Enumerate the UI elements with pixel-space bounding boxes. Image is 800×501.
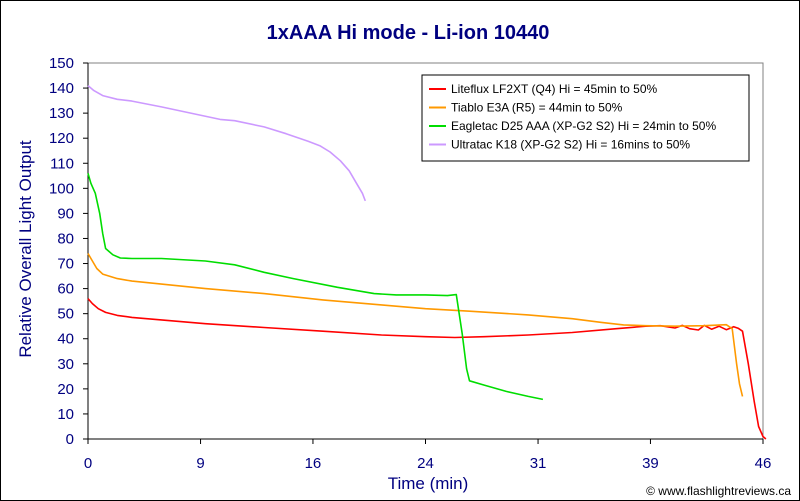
y-tick-label: 30 <box>57 356 74 373</box>
y-tick-label: 110 <box>50 155 74 172</box>
x-tick-label: 0 <box>84 455 92 472</box>
x-tick-label: 46 <box>755 455 772 472</box>
series-layer <box>87 84 767 440</box>
series-line-3 <box>87 173 544 401</box>
legend-label-3: Eagletac D25 AAA (XP-G2 S2) Hi = 24min t… <box>451 119 716 133</box>
legend-box <box>421 74 750 162</box>
x-tick-label: 31 <box>530 455 547 472</box>
y-tick-label: 90 <box>57 205 74 222</box>
y-tick-label: 0 <box>66 431 74 448</box>
x-tick-label: 9 <box>196 455 204 472</box>
legend-label-4: Ultratac K18 (XP-G2 S2) Hi = 16mins to 5… <box>451 138 690 152</box>
y-tick-label: 100 <box>49 180 74 197</box>
series-line-2 <box>87 253 744 397</box>
x-axis-title: Time (min) <box>388 474 469 493</box>
credit-text: © www.flashlightreviews.ca <box>646 484 791 498</box>
legend-label-2: Tiablo E3A (R5) = 44min to 50% <box>451 101 623 115</box>
y-tick-label: 120 <box>49 130 74 147</box>
y-tick-label: 60 <box>57 281 74 298</box>
series-line-4 <box>87 84 367 202</box>
y-tick-label: 80 <box>57 230 74 247</box>
y-tick-label: 140 <box>49 80 74 97</box>
x-axis-ticks: 0 9 16 24 31 39 46 <box>84 439 772 472</box>
y-axis-ticks: 0 10 20 30 40 50 60 70 80 90 100 110 120 130 140 150 <box>49 55 88 448</box>
y-axis-title: Relative Overall Light Output <box>16 140 35 358</box>
y-tick-label: 150 <box>49 55 74 72</box>
y-tick-label: 20 <box>57 381 74 398</box>
legend: Liteflux LF2XT (Q4) Hi = 45min to 50% Tia… <box>421 74 750 162</box>
y-tick-label: 40 <box>57 331 74 348</box>
chart-title: 1xAAA Hi mode - Li-ion 10440 <box>267 22 550 44</box>
y-tick-label: 70 <box>57 256 74 273</box>
x-tick-label: 24 <box>417 455 434 472</box>
y-tick-label: 50 <box>57 306 74 323</box>
legend-label-1: Liteflux LF2XT (Q4) Hi = 45min to 50% <box>451 82 658 96</box>
y-tick-label: 10 <box>57 406 74 423</box>
x-tick-label: 16 <box>305 455 322 472</box>
y-tick-label: 130 <box>49 105 74 122</box>
x-tick-label: 39 <box>642 455 659 472</box>
